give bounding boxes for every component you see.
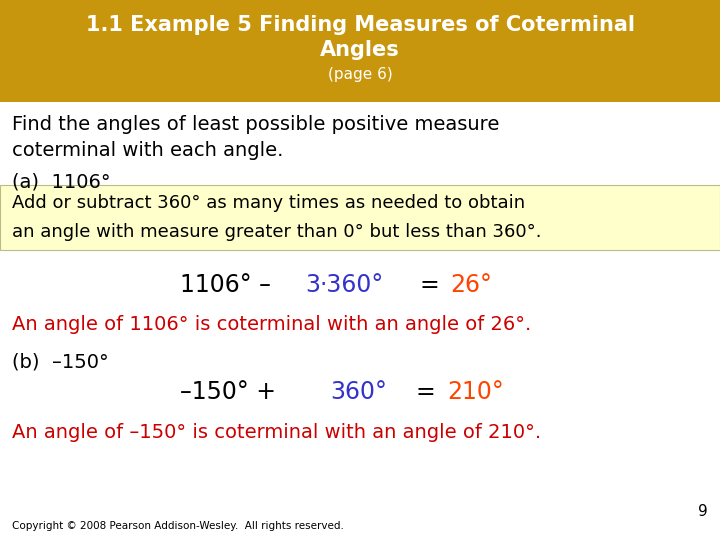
Text: Add or subtract 360° as many times as needed to obtain: Add or subtract 360° as many times as ne… xyxy=(12,194,525,212)
Text: (page 6): (page 6) xyxy=(328,66,392,82)
Text: Copyright © 2008 Pearson Addison-Wesley.  All rights reserved.: Copyright © 2008 Pearson Addison-Wesley.… xyxy=(12,521,344,531)
Text: 360°: 360° xyxy=(330,380,387,404)
Text: (b)  –150°: (b) –150° xyxy=(12,353,109,372)
Text: An angle of 1106° is coterminal with an angle of 26°.: An angle of 1106° is coterminal with an … xyxy=(12,315,531,334)
Text: =: = xyxy=(415,380,435,404)
Text: (a)  1106°: (a) 1106° xyxy=(12,172,111,192)
Bar xyxy=(0,0,720,102)
Text: 3: 3 xyxy=(305,273,320,297)
Text: 1.1 Example 5 Finding Measures of Coterminal: 1.1 Example 5 Finding Measures of Coterm… xyxy=(86,15,634,35)
Text: Find the angles of least possible positive measure: Find the angles of least possible positi… xyxy=(12,116,500,134)
Text: 9: 9 xyxy=(698,504,708,519)
Bar xyxy=(0,185,720,250)
Text: –150° +: –150° + xyxy=(180,380,284,404)
Text: coterminal with each angle.: coterminal with each angle. xyxy=(12,140,284,159)
Text: ·360°: ·360° xyxy=(320,273,384,297)
Text: 26°: 26° xyxy=(450,273,492,297)
Text: =: = xyxy=(420,273,440,297)
Text: an angle with measure greater than 0° but less than 360°.: an angle with measure greater than 0° bu… xyxy=(12,223,541,241)
Text: 1106° –: 1106° – xyxy=(180,273,279,297)
Text: Angles: Angles xyxy=(320,40,400,60)
Text: 210°: 210° xyxy=(447,380,504,404)
Text: An angle of –150° is coterminal with an angle of 210°.: An angle of –150° is coterminal with an … xyxy=(12,422,541,442)
